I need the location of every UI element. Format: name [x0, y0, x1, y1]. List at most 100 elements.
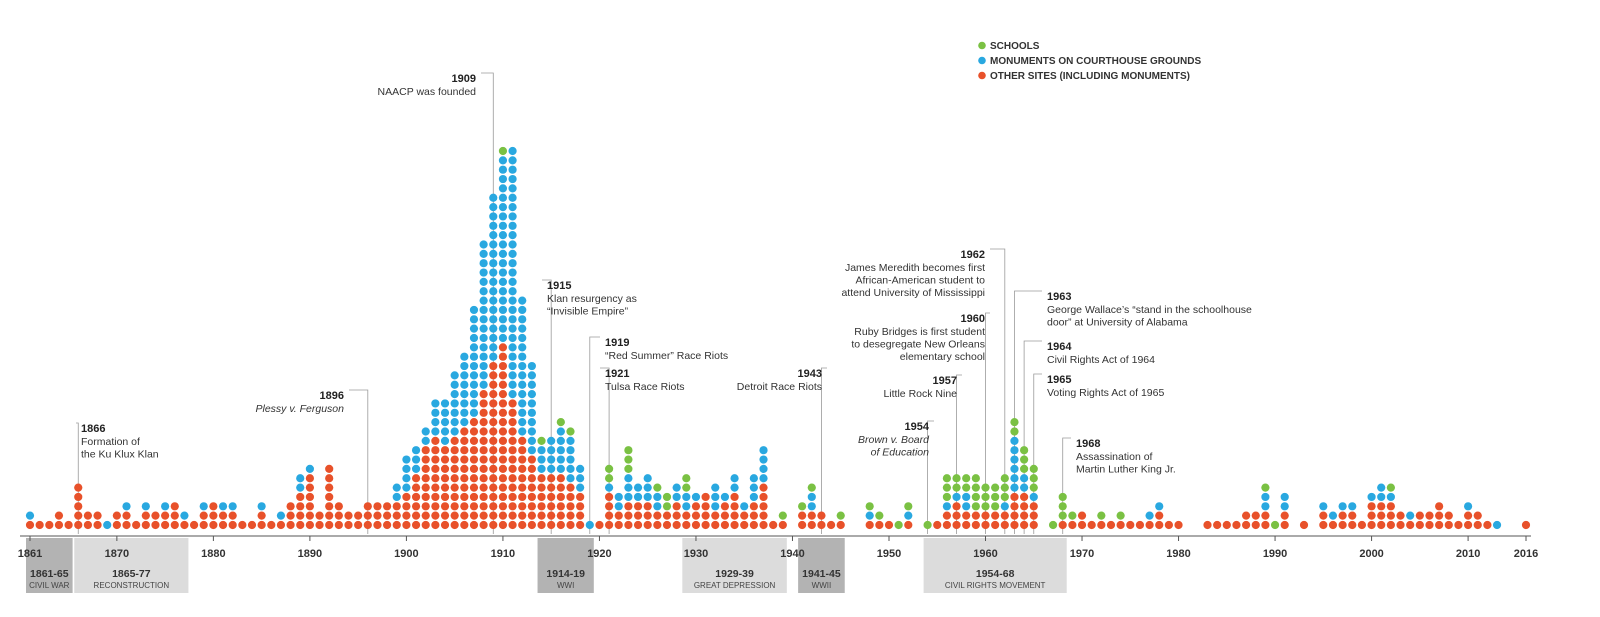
- annotation-guide: [990, 248, 1006, 534]
- other-dot: [305, 483, 314, 492]
- annotation-guide: [481, 72, 494, 534]
- other-dot: [402, 511, 411, 520]
- courthouse-dot: [527, 418, 536, 427]
- annotation-text: Little Rock Nine: [883, 388, 957, 400]
- courthouse-dot: [672, 483, 681, 492]
- courthouse-dot: [759, 474, 768, 483]
- other-dot: [740, 520, 749, 530]
- other-dot: [556, 502, 565, 511]
- other-dot: [682, 511, 691, 520]
- other-dot: [614, 511, 623, 520]
- annotation-text: Detroit Race Riots: [737, 381, 822, 393]
- courthouse-dot: [711, 492, 720, 502]
- other-dot: [508, 483, 517, 492]
- annotation-year: 1866: [81, 423, 105, 435]
- other-dot: [778, 520, 787, 530]
- legend-item: OTHER SITES (INCLUDING MONUMENTS): [978, 71, 1190, 82]
- schools-dot: [662, 492, 672, 502]
- other-dot: [1435, 520, 1444, 530]
- other-dot: [1415, 511, 1424, 520]
- other-dot: [518, 464, 527, 473]
- other-dot: [537, 520, 546, 530]
- other-dot: [479, 520, 488, 530]
- other-dot: [1319, 520, 1328, 530]
- other-dot: [74, 483, 83, 492]
- other-dot: [460, 446, 469, 455]
- tick-label: 2000: [1359, 548, 1383, 560]
- other-dot: [942, 520, 952, 530]
- other-dot: [1010, 492, 1019, 502]
- courthouse-dot: [518, 361, 527, 371]
- other-dot: [421, 446, 430, 455]
- tick-label: 2016: [1514, 548, 1538, 560]
- other-dot: [1174, 520, 1183, 530]
- courthouse-dot: [1010, 455, 1019, 464]
- courthouse-dot: [122, 502, 131, 511]
- other-dot: [1444, 511, 1453, 520]
- other-dot: [1357, 520, 1367, 530]
- courthouse-dot: [469, 305, 479, 315]
- other-dot: [460, 492, 469, 502]
- annotation-guide: [985, 312, 990, 534]
- schools-dot: [537, 436, 546, 445]
- courthouse-dot: [296, 474, 305, 483]
- courthouse-dot: [643, 474, 652, 483]
- courthouse-dot: [942, 502, 952, 511]
- courthouse-dot: [518, 324, 527, 333]
- other-dot: [421, 474, 430, 483]
- courthouse-dot: [440, 408, 450, 417]
- courthouse-dot: [527, 408, 536, 417]
- other-dot: [991, 520, 1000, 530]
- other-dot: [421, 455, 430, 464]
- other-dot: [508, 520, 517, 530]
- courthouse-dot: [527, 390, 536, 399]
- courthouse-dot: [1010, 474, 1019, 483]
- other-dot: [566, 520, 575, 530]
- monument-dots: [25, 146, 1531, 530]
- other-dot: [1367, 502, 1376, 511]
- other-dot: [344, 520, 353, 530]
- other-dot: [489, 408, 498, 417]
- other-dot: [354, 511, 363, 520]
- other-dot: [460, 511, 469, 520]
- other-dot: [1106, 520, 1116, 530]
- other-dot: [257, 520, 266, 530]
- other-dot: [527, 520, 536, 530]
- courthouse-dot: [547, 464, 556, 473]
- other-dot: [296, 520, 305, 530]
- courthouse-dot: [411, 446, 421, 455]
- tick-label: 1890: [298, 548, 322, 560]
- tick-label: 1940: [780, 548, 804, 560]
- other-dot: [807, 511, 816, 520]
- other-dot: [45, 520, 54, 530]
- other-dot: [1097, 520, 1106, 530]
- courthouse-dot: [489, 277, 498, 286]
- other-dot: [209, 511, 218, 520]
- other-dot: [547, 511, 556, 520]
- other-dot: [489, 474, 498, 483]
- courthouse-dot: [257, 502, 266, 511]
- other-dot: [141, 511, 150, 520]
- courthouse-dot: [498, 296, 508, 305]
- other-dot: [479, 502, 488, 511]
- other-dot: [170, 520, 179, 530]
- tick-label: 1980: [1166, 548, 1190, 560]
- other-dot: [354, 520, 363, 530]
- other-dot: [547, 502, 556, 511]
- other-dot: [392, 511, 401, 520]
- other-dot: [537, 502, 546, 511]
- other-dot: [479, 464, 488, 473]
- courthouse-dot: [547, 436, 556, 445]
- courthouse-dot: [489, 315, 498, 324]
- other-dot: [1415, 520, 1424, 530]
- other-dot: [1213, 520, 1222, 530]
- other-dot: [1377, 520, 1386, 530]
- courthouse-dot: [1261, 492, 1270, 502]
- other-dot: [537, 474, 546, 483]
- other-dot: [1463, 520, 1473, 530]
- other-dot: [817, 511, 826, 520]
- period-name: CIVIL WAR: [29, 581, 70, 590]
- other-dot: [1077, 520, 1087, 530]
- other-dot: [489, 418, 498, 427]
